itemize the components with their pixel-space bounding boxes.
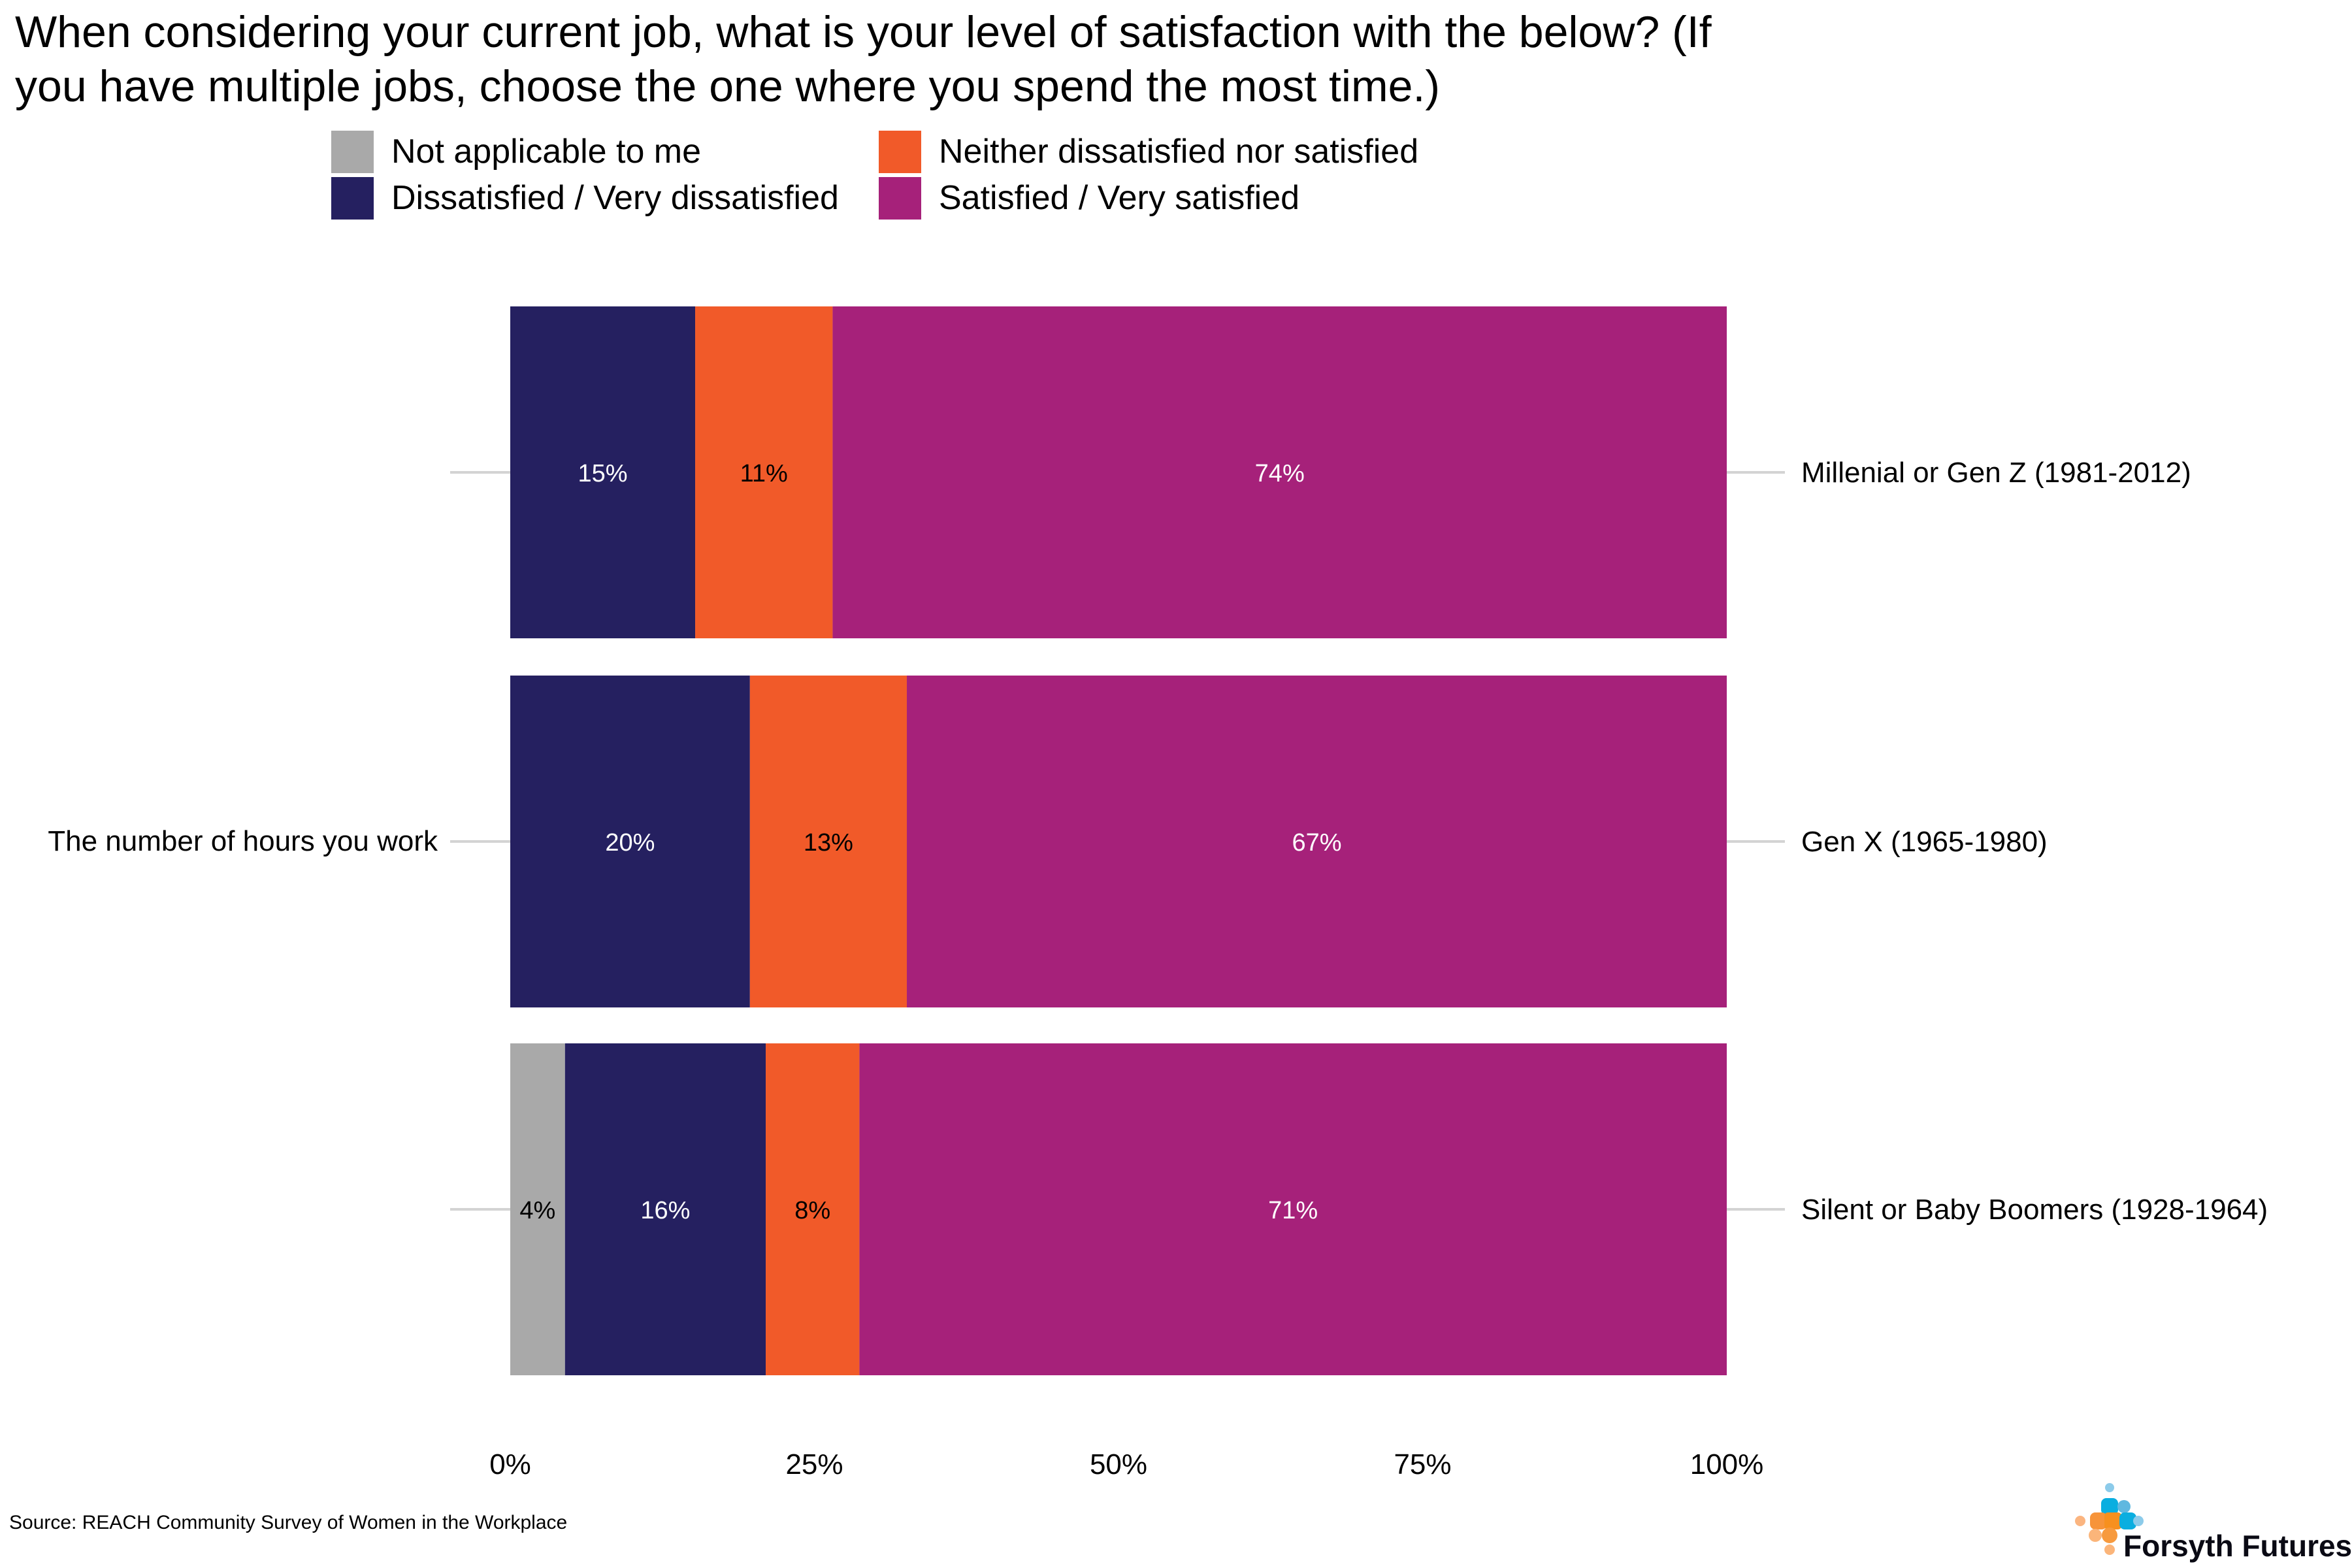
bar-segment [832, 306, 1727, 638]
source-note: Source: REACH Community Survey of Women … [9, 1512, 567, 1533]
forsyth-futures-logo: Forsyth Futures [2075, 1483, 2352, 1563]
data-label: 15% [578, 460, 627, 487]
legend-swatch [879, 131, 921, 173]
data-label: 4% [519, 1197, 555, 1224]
left-category-label: The number of hours you work [48, 825, 438, 857]
bar-segment [510, 676, 750, 1007]
data-label: 16% [640, 1197, 690, 1224]
category-label: Silent or Baby Boomers (1928-1964) [1801, 1194, 2268, 1226]
x-axis: 0% 25% 50% 75% 100% [489, 1448, 1763, 1480]
data-label: 8% [794, 1197, 830, 1224]
legend-label: Dissatisfied / Very dissatisfied [391, 179, 839, 217]
legend-label: Neither dissatisfied nor satisfied [939, 133, 1418, 171]
legend-label: Satisfied / Very satisfied [939, 179, 1299, 217]
data-label: 11% [740, 460, 788, 487]
data-label: 67% [1292, 829, 1341, 857]
legend-swatch [879, 177, 921, 220]
chart-title-line-2: you have multiple jobs, choose the one w… [15, 61, 1440, 111]
bar-segment [564, 1043, 766, 1375]
bar-segment [766, 1043, 860, 1375]
legend-swatch [331, 131, 374, 173]
data-label: 71% [1268, 1197, 1318, 1224]
chart-title-line-1: When considering your current job, what … [15, 7, 1712, 57]
category-label: Gen X (1965-1980) [1801, 826, 2048, 858]
legend-swatch [331, 177, 374, 220]
bar-segment [510, 306, 696, 638]
bar-segment [859, 1043, 1727, 1375]
data-label: 74% [1255, 460, 1305, 487]
x-tick-label: 0% [489, 1448, 531, 1480]
bar-segment [695, 306, 833, 638]
data-label: 20% [605, 829, 655, 857]
x-tick-label: 25% [785, 1448, 843, 1480]
x-tick-label: 100% [1690, 1448, 1764, 1480]
logo-text: Forsyth Futures [2123, 1529, 2352, 1563]
bar-segment [510, 1043, 565, 1375]
legend: Not applicable to me Neither dissatisfied… [331, 131, 1418, 220]
bar-segment [907, 676, 1727, 1007]
x-tick-label: 50% [1090, 1448, 1147, 1480]
bars: 15% 11% 74% Millenial or Gen Z (1981-2012) 2… [450, 306, 2268, 1375]
bar-segment [749, 676, 907, 1007]
legend-label: Not applicable to me [391, 133, 701, 171]
data-label: 13% [804, 829, 853, 857]
category-label: Millenial or Gen Z (1981-2012) [1801, 457, 2191, 489]
x-tick-label: 75% [1394, 1448, 1451, 1480]
